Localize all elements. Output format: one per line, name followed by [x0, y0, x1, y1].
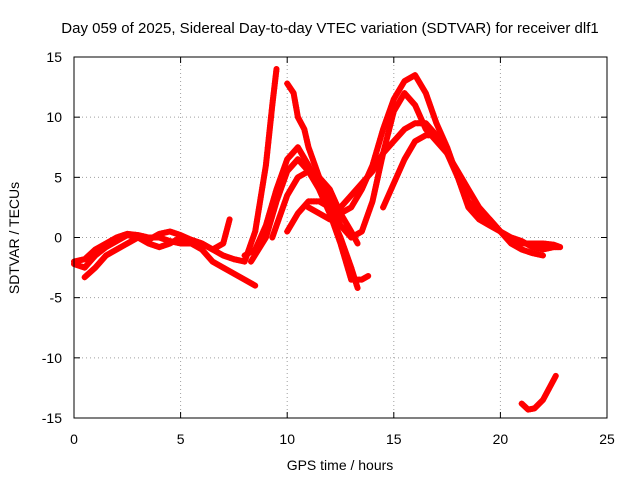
- y-tick-label: 10: [46, 109, 62, 125]
- plot-frame: [73, 56, 608, 419]
- x-tick-label: 5: [177, 431, 185, 447]
- chart-title: Day 059 of 2025, Sidereal Day-to-day VTE…: [61, 20, 598, 37]
- data-series: [71, 66, 564, 413]
- series-track-8: [284, 72, 564, 253]
- y-tick-label: 15: [46, 49, 62, 65]
- series-track-10: [380, 132, 440, 211]
- series-line: [284, 80, 564, 251]
- series-line: [284, 72, 564, 253]
- series-point-markers: [284, 72, 561, 253]
- x-tick-label: 10: [279, 431, 295, 447]
- series-track-11: [518, 372, 559, 413]
- x-axis-label: GPS time / hours: [287, 457, 394, 473]
- x-tick-label: 25: [599, 431, 615, 447]
- series-track-2: [71, 230, 259, 289]
- x-tick-label: 15: [386, 431, 402, 447]
- y-tick-label: -10: [42, 350, 62, 366]
- x-tick-label: 0: [70, 431, 78, 447]
- x-tick-label: 20: [493, 431, 509, 447]
- series-track-9: [305, 120, 546, 259]
- y-tick-label: -15: [42, 410, 62, 426]
- series-point-markers: [518, 375, 558, 413]
- y-axis-label: SDTVAR / TECUs: [6, 182, 22, 294]
- series-point-markers: [284, 80, 561, 250]
- y-tick-label: -5: [50, 290, 63, 306]
- series-point-markers: [305, 120, 544, 258]
- series-point-markers: [380, 132, 437, 211]
- y-tick-label: 5: [54, 169, 62, 185]
- y-tick-labels: -15 -10 -5 0 5 10 15: [42, 49, 62, 426]
- series-line: [305, 120, 546, 259]
- series-point-markers: [81, 218, 232, 281]
- series-track-3: [81, 216, 233, 281]
- x-tick-labels: 0 5 10 15 20 25: [70, 431, 615, 447]
- y-tick-label: 0: [54, 230, 62, 246]
- series-track-7: [284, 80, 564, 251]
